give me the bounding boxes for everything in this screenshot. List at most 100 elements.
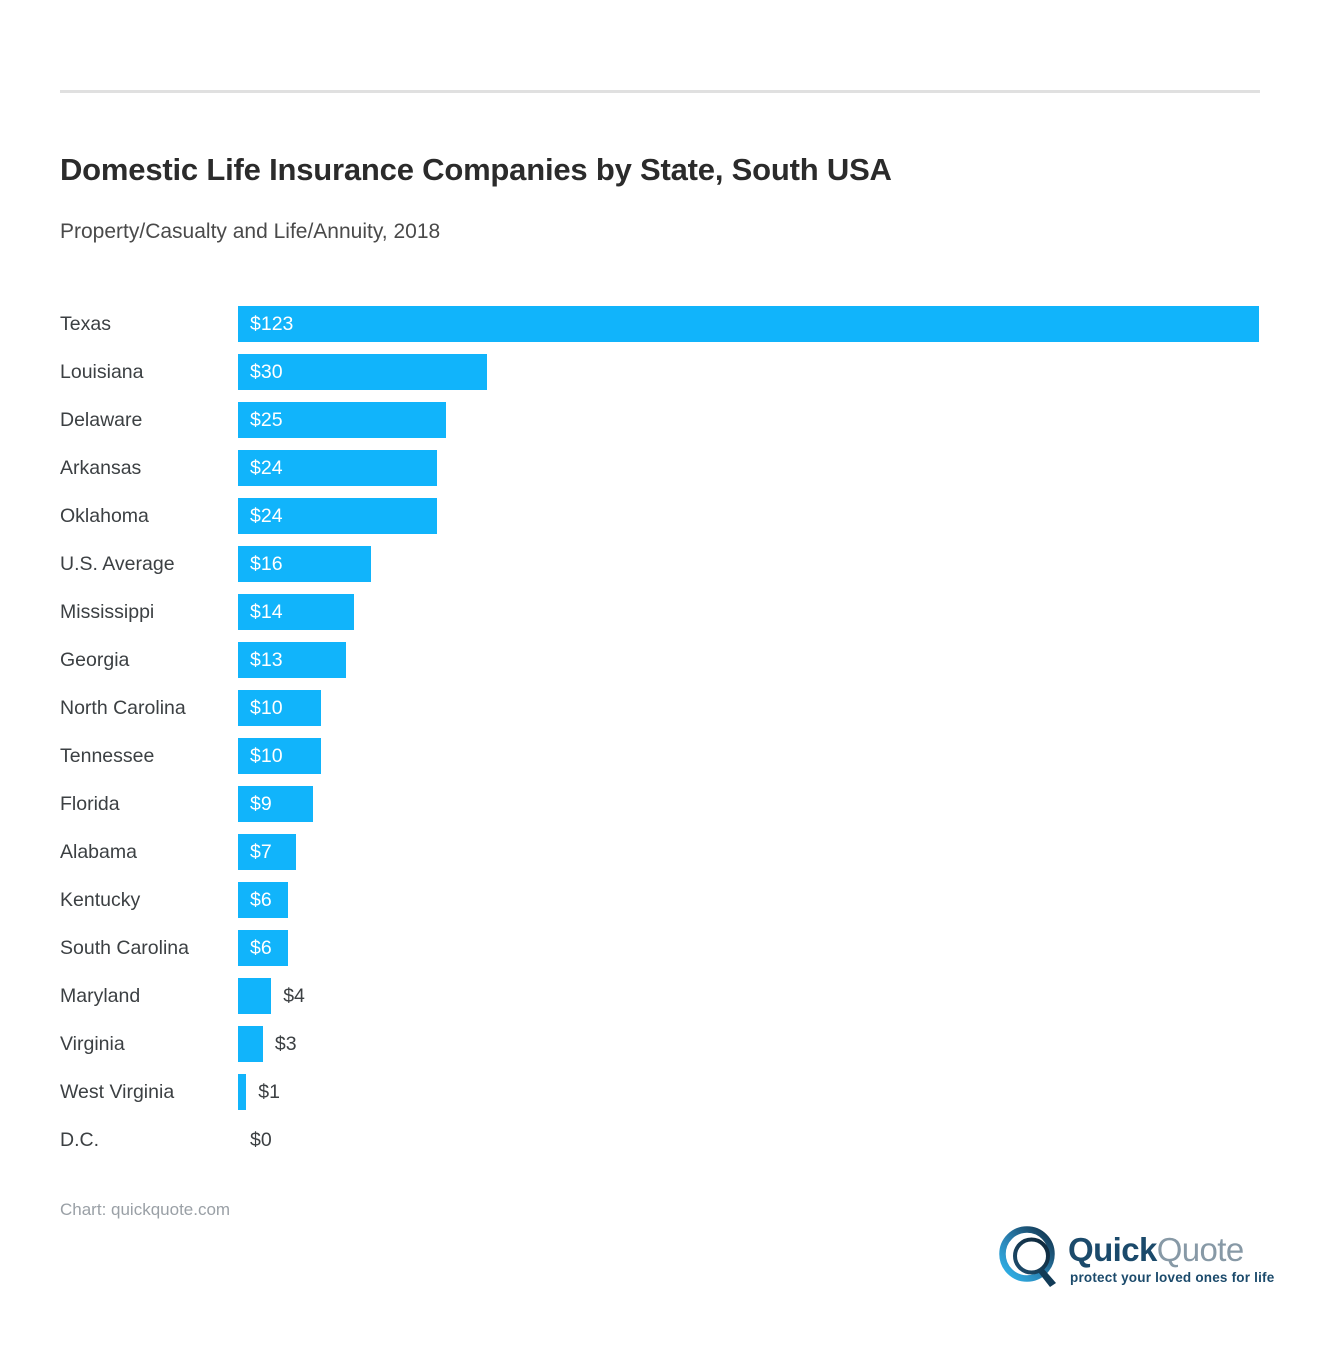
bar-category-label: West Virginia [60, 1081, 175, 1103]
bar-track: $16 [238, 546, 1320, 582]
brand-word-secondary: Quote [1156, 1231, 1245, 1268]
bar-value-label: $7 [250, 841, 272, 863]
bar-category-label: South Carolina [60, 937, 189, 959]
bar-fill[interactable] [238, 594, 355, 630]
brand-wordmark: QuickQuote [1068, 1232, 1244, 1268]
bar-value-label: $6 [250, 889, 272, 911]
bar-value-label: $16 [250, 553, 283, 575]
chart-subtitle: Property/Casualty and Life/Annuity, 2018 [60, 220, 441, 243]
bar-category-label: Louisiana [60, 361, 144, 383]
bar-track: $24 [238, 498, 1320, 534]
bar-value-label: $0 [250, 1129, 272, 1151]
bar-category-label: Georgia [60, 649, 130, 671]
bar-fill[interactable] [238, 978, 272, 1014]
bar-row: Florida $9 [0, 786, 1320, 834]
bar-fill[interactable] [238, 930, 288, 966]
bar-category-label: Maryland [60, 985, 141, 1007]
bar-category-label: Virginia [60, 1033, 125, 1055]
bar-track: $6 [238, 882, 1320, 918]
bar-row: D.C. $0 [0, 1122, 1320, 1170]
bar-fill[interactable] [238, 498, 438, 534]
bar-value-label: $10 [250, 745, 283, 767]
bar-fill[interactable] [238, 690, 321, 726]
bar-row: Georgia $13 [0, 642, 1320, 690]
bar-row: Virginia $3 [0, 1026, 1320, 1074]
magnifier-icon [999, 1226, 1056, 1287]
bar-fill[interactable] [238, 738, 321, 774]
bar-track: $30 [238, 354, 1320, 390]
bar-category-label: Alabama [60, 841, 137, 863]
bar-fill[interactable] [238, 306, 1259, 342]
bar-track: $7 [238, 834, 1320, 870]
bar-track: $25 [238, 402, 1320, 438]
bar-fill[interactable] [238, 882, 288, 918]
bar-fill[interactable] [238, 402, 446, 438]
bar-track: $6 [238, 930, 1320, 966]
bar-row: North Carolina $10 [0, 690, 1320, 738]
bar-track: $10 [238, 738, 1320, 774]
bar-fill[interactable] [238, 834, 297, 870]
bar-row: U.S. Average $16 [0, 546, 1320, 594]
bar-value-label: $4 [283, 985, 305, 1007]
bar-value-label: $6 [250, 937, 272, 959]
bar-row: Mississippi $14 [0, 594, 1320, 642]
bar-row: Maryland $4 [0, 978, 1320, 1026]
bar-track: $9 [238, 786, 1320, 822]
bar-category-label: Tennessee [60, 745, 155, 767]
bar-value-label: $9 [250, 793, 272, 815]
bar-track: $4 [238, 978, 1320, 1014]
bar-track: $1 [238, 1074, 1320, 1110]
bar-track: $14 [238, 594, 1320, 630]
bar-category-label: Florida [60, 793, 120, 815]
bar-fill[interactable] [238, 450, 438, 486]
chart-title: Domestic Life Insurance Companies by Sta… [60, 152, 892, 187]
bar-category-label: Mississippi [60, 601, 155, 623]
bar-row: West Virginia $1 [0, 1074, 1320, 1122]
bar-value-label: $123 [250, 313, 294, 335]
bar-row: Louisiana $30 [0, 354, 1320, 402]
bar-value-label: $30 [250, 361, 283, 383]
bar-row: Tennessee $10 [0, 738, 1320, 786]
chart-source-credit: Chart: quickquote.com [60, 1200, 231, 1219]
bar-track: $24 [238, 450, 1320, 486]
bar-category-label: Oklahoma [60, 505, 149, 527]
bar-fill[interactable] [238, 354, 488, 390]
bar-category-label: Arkansas [60, 457, 142, 479]
quickquote-logo[interactable]: QuickQuote protect your loved ones for l… [998, 1224, 1274, 1292]
bar-track: $0 [238, 1122, 1320, 1158]
bar-chart-plot-area: Texas $123 Louisiana $30 Delaware $25 Arkansas… [0, 306, 1320, 1170]
bar-fill[interactable] [238, 786, 313, 822]
bar-category-label: U.S. Average [60, 553, 175, 575]
bar-fill[interactable] [238, 1026, 263, 1062]
bar-track: $3 [238, 1026, 1320, 1062]
bar-value-label: $24 [250, 457, 283, 479]
bar-row: Delaware $25 [0, 402, 1320, 450]
bar-category-label: North Carolina [60, 697, 186, 719]
bar-category-label: Delaware [60, 409, 143, 431]
bar-value-label: $3 [274, 1033, 297, 1055]
bar-value-label: $14 [250, 601, 283, 623]
brand-tagline: protect your loved ones for life [1070, 1270, 1275, 1285]
bar-value-label: $13 [250, 649, 283, 671]
bar-value-label: $10 [250, 697, 283, 719]
bar-category-label: D.C. [60, 1129, 99, 1151]
top-divider [60, 90, 1260, 93]
bar-category-label: Texas [60, 313, 111, 335]
bar-track: $10 [238, 690, 1320, 726]
bar-row: Oklahoma $24 [0, 498, 1320, 546]
bar-row: Kentucky $6 [0, 882, 1320, 930]
bar-category-label: Kentucky [60, 889, 141, 911]
bar-track: $123 [238, 306, 1320, 342]
bar-row: Texas $123 [0, 306, 1320, 354]
brand-word-primary: Quick [1068, 1231, 1157, 1268]
bar-fill[interactable] [238, 546, 371, 582]
bar-fill[interactable] [238, 1074, 247, 1110]
bar-value-label: $1 [258, 1081, 280, 1103]
bar-fill[interactable] [238, 642, 346, 678]
bar-value-label: $24 [250, 505, 283, 527]
bar-track: $13 [238, 642, 1320, 678]
bar-value-label: $25 [250, 409, 283, 431]
bar-row: South Carolina $6 [0, 930, 1320, 978]
bar-row: Arkansas $24 [0, 450, 1320, 498]
